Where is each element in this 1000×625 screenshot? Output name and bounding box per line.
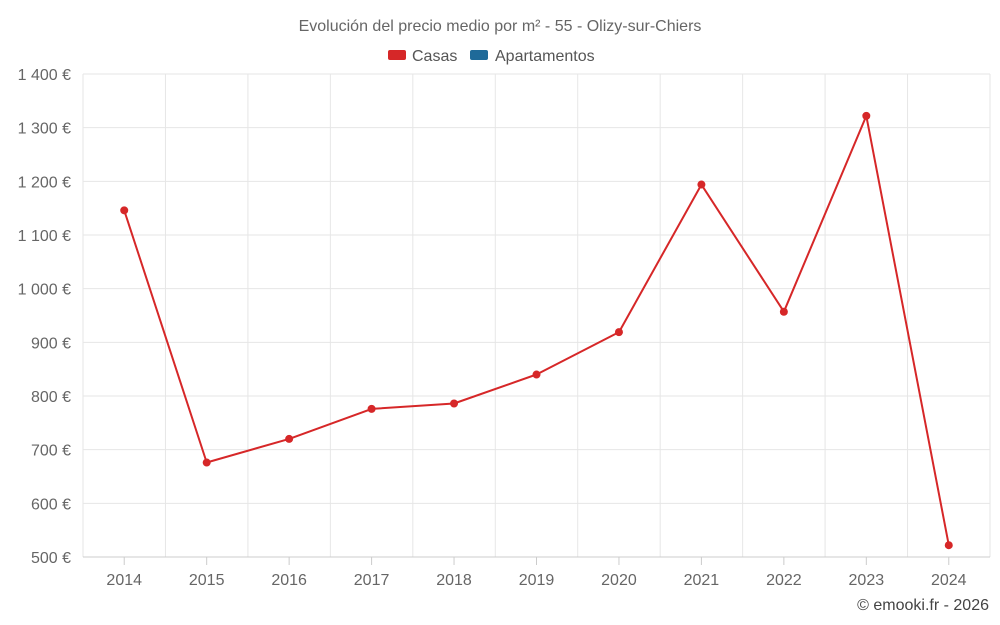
y-tick-label: 700 € <box>31 443 71 460</box>
gridlines <box>82 73 991 558</box>
x-tick-label: 2014 <box>106 572 142 589</box>
data-point[interactable] <box>202 458 211 467</box>
legend-label-casas: Casas <box>412 48 457 65</box>
data-point[interactable] <box>532 370 541 379</box>
data-point[interactable] <box>862 111 871 120</box>
data-point[interactable] <box>944 541 953 550</box>
y-tick-label: 900 € <box>31 335 71 352</box>
y-axis-ticks: 1 400 € 1 300 € 1 200 € 1 100 € 1 000 € 900 €… <box>18 67 71 567</box>
legend-item-apartamentos[interactable]: Apartamentos <box>470 48 595 65</box>
data-point[interactable] <box>614 328 623 337</box>
y-tick-label: 800 € <box>31 389 71 406</box>
x-tick-label: 2020 <box>601 572 637 589</box>
legend: Casas Apartamentos <box>388 48 595 65</box>
y-tick-label: 1 200 € <box>18 174 71 191</box>
legend-swatch-casas <box>388 50 406 60</box>
x-tick-label: 2021 <box>684 572 720 589</box>
x-axis-ticks: 2014 2015 2016 2017 2018 2019 2020 2021 2022 2023… <box>106 557 967 589</box>
legend-swatch-apartamentos <box>470 50 488 60</box>
y-tick-label: 1 100 € <box>18 228 71 245</box>
x-tick-label: 2015 <box>189 572 225 589</box>
x-tick-label: 2017 <box>354 572 390 589</box>
credit-text: © emooki.fr - 2026 <box>857 597 989 614</box>
x-tick-label: 2024 <box>931 572 967 589</box>
y-tick-label: 600 € <box>31 496 71 513</box>
data-point[interactable] <box>120 206 129 215</box>
data-point[interactable] <box>779 307 788 316</box>
data-point[interactable] <box>450 399 459 408</box>
data-point[interactable] <box>367 404 376 413</box>
x-tick-label: 2019 <box>519 572 555 589</box>
data-point[interactable] <box>285 434 294 443</box>
y-tick-label: 1 400 € <box>18 67 71 84</box>
y-tick-label: 1 300 € <box>18 121 71 138</box>
x-tick-label: 2022 <box>766 572 802 589</box>
y-tick-label: 500 € <box>31 550 71 567</box>
legend-item-casas[interactable]: Casas <box>388 48 457 65</box>
legend-label-apartamentos: Apartamentos <box>495 48 595 65</box>
data-point[interactable] <box>697 180 706 189</box>
plot-area <box>120 111 953 550</box>
x-tick-label: 2016 <box>271 572 307 589</box>
x-tick-label: 2023 <box>849 572 885 589</box>
x-tick-label: 2018 <box>436 572 472 589</box>
y-tick-label: 1 000 € <box>18 282 71 299</box>
chart-title: Evolución del precio medio por m² - 55 -… <box>299 18 702 35</box>
